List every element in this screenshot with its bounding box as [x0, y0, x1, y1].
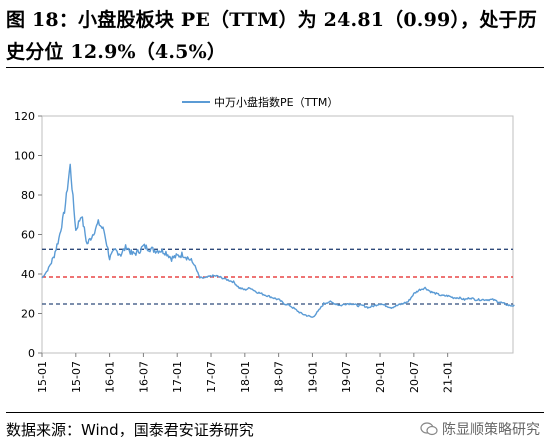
- x-tick-label: 17-07: [205, 361, 218, 393]
- x-tick-label: 20-07: [408, 361, 421, 393]
- x-tick-label: 16-01: [104, 361, 117, 393]
- x-tick-label: 18-07: [273, 361, 286, 393]
- y-axis: 0 20 40 60 80 100 120: [14, 110, 42, 360]
- reference-lines: [42, 248, 513, 305]
- footer-rule: [6, 412, 544, 413]
- x-tick-label: 21-01: [442, 361, 455, 393]
- y-tick-label: 100: [14, 150, 35, 163]
- watermark: 陈显顺策略研究: [420, 419, 540, 439]
- y-tick-label: 20: [21, 308, 35, 321]
- x-tick-label: 20-01: [374, 361, 387, 393]
- series-line-small-cap-pe: [41, 163, 515, 318]
- x-tick-label: 19-01: [306, 361, 319, 393]
- y-tick-label: 80: [21, 189, 35, 202]
- legend-label: 中万小盘指数PE（TTM）: [214, 95, 338, 109]
- legend: 中万小盘指数PE（TTM）: [182, 95, 338, 109]
- title-rule: [6, 67, 544, 68]
- watermark-text: 陈显顺策略研究: [442, 422, 540, 438]
- x-tick-label: 15-01: [36, 361, 49, 393]
- chat-bubble-icon: [420, 422, 438, 436]
- x-tick-label: 19-07: [340, 361, 353, 393]
- y-tick-label: 120: [14, 110, 35, 123]
- x-tick-label: 17-01: [171, 361, 184, 393]
- x-tick-label: 18-01: [239, 361, 252, 393]
- x-tick-label: 16-07: [137, 361, 150, 393]
- x-tick-label: 15-07: [70, 361, 83, 393]
- plot-area: [41, 115, 514, 354]
- source-note: 数据来源：Wind，国泰君安证券研究: [6, 421, 254, 439]
- figure-title: 图 18：小盘股板块 PE（TTM）为 24.81（0.99），处于历史分位 1…: [6, 9, 537, 63]
- y-tick-label: 60: [21, 229, 35, 242]
- y-tick-label: 0: [28, 347, 35, 360]
- x-axis: 15-01 15-07 16-01 16-07 17-01 17-07 18-01 18-07…: [36, 353, 455, 393]
- y-tick-label: 40: [21, 268, 35, 281]
- pe-line-chart: 0 20 40 60 80 100 120 15-01 15-07 16-01 16-07 17-0…: [14, 95, 515, 393]
- series-layer: [41, 163, 515, 318]
